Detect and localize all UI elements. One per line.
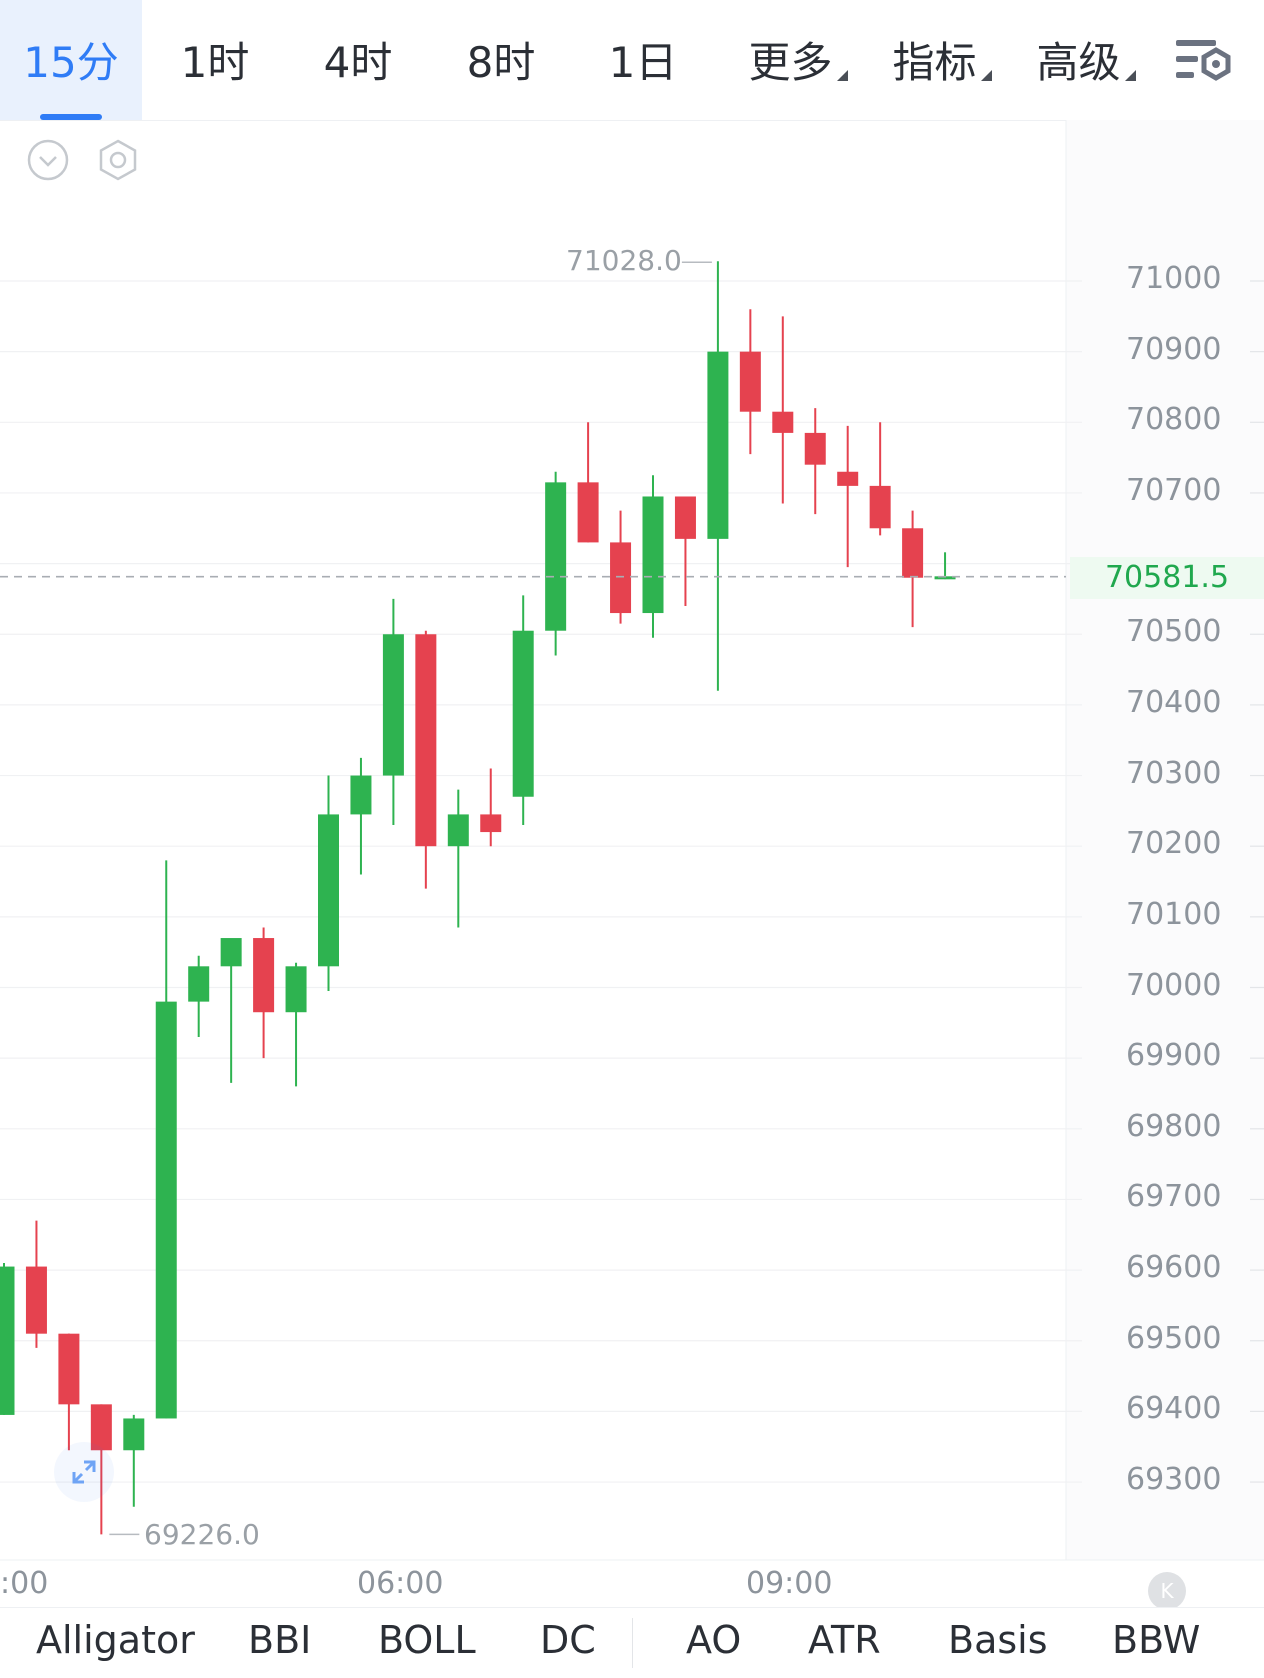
y-tick-label: 70200 (1126, 826, 1222, 862)
indicator-ao[interactable]: AO (686, 1618, 742, 1662)
dropdown-label: 指标 (892, 38, 977, 87)
candle-body (447, 814, 469, 847)
tab-label: 8时 (466, 38, 536, 87)
y-tick-label: 70900 (1126, 331, 1222, 367)
interval-toolbar: 15分 1时 4时 8时 1日 更多 指标 高级 (0, 0, 1264, 121)
tab-label: 4时 (323, 38, 393, 87)
overlay-settings-button[interactable] (96, 138, 140, 182)
high-price-label: 71028.0 (566, 244, 682, 277)
tab-label: 1时 (180, 38, 250, 87)
collapse-overlay-button[interactable] (26, 138, 70, 182)
dropdown-label: 更多 (748, 38, 833, 87)
indicator-bar: Alligator BBI BOLL DC AO ATR Basis BBW (0, 1607, 1264, 1678)
candle-body (0, 1266, 15, 1415)
y-tick-label: 70800 (1126, 402, 1222, 438)
y-tick-label: 70300 (1126, 755, 1222, 791)
y-tick-label: 69900 (1126, 1038, 1222, 1074)
y-tick-label: 70000 (1126, 967, 1222, 1003)
y-tick-label: 69500 (1126, 1320, 1222, 1356)
y-tick-label: 70100 (1126, 896, 1222, 932)
candle-body (934, 576, 956, 580)
hexagon-settings-icon (99, 139, 137, 181)
high-price-value: 71028.0 (566, 244, 682, 277)
jump-to-latest-icon: K (1160, 1579, 1174, 1603)
indicator-bbw[interactable]: BBW (1112, 1618, 1201, 1662)
y-tick-label: 69600 (1126, 1250, 1222, 1286)
candle-body (804, 432, 826, 465)
candle-body (642, 496, 664, 614)
dropdown-caret-icon (1124, 70, 1136, 81)
tab-label: 1日 (608, 38, 678, 87)
tab-4h[interactable]: 4时 (303, 0, 413, 120)
candle-body (318, 814, 339, 967)
indicator-dc[interactable]: DC (540, 1618, 596, 1662)
x-tick-label: :00 (0, 1566, 49, 1601)
candle-body (480, 814, 502, 833)
dropdown-caret-icon (836, 70, 848, 81)
indicator-divider (632, 1618, 633, 1668)
tab-15min[interactable]: 15分 (0, 0, 142, 120)
candle-body (707, 351, 729, 539)
chart-settings-button[interactable] (1172, 36, 1236, 86)
active-tab-indicator (40, 114, 102, 120)
low-price-label: 69226.0 (144, 1518, 260, 1551)
candle-body (512, 630, 534, 797)
last-price-label: 70581.5 (1070, 557, 1264, 599)
chevron-down-circle-icon (27, 139, 69, 181)
candle-body (610, 542, 632, 614)
candle-body (837, 471, 859, 486)
tab-1d[interactable]: 1日 (588, 0, 698, 120)
candle-body (382, 634, 404, 776)
candle-body (123, 1418, 145, 1451)
candle-body (188, 966, 210, 1002)
y-tick-label: 70500 (1126, 614, 1222, 650)
candle-body (869, 485, 891, 529)
indicator-atr[interactable]: ATR (808, 1618, 881, 1662)
price-axis-panel (1066, 120, 1264, 1560)
indicator-bbi[interactable]: BBI (248, 1618, 312, 1662)
x-tick-label: 06:00 (357, 1566, 444, 1601)
indicators-dropdown[interactable]: 指标 (882, 0, 1002, 120)
y-tick-label: 69800 (1126, 1108, 1222, 1144)
candle-body (90, 1404, 112, 1451)
dropdown-caret-icon (980, 70, 992, 81)
price-chart-canvas[interactable] (0, 120, 1264, 1607)
candle-body (674, 496, 696, 539)
chart-settings-icon (1176, 40, 1231, 81)
candle-body (545, 482, 567, 631)
indicator-basis[interactable]: Basis (948, 1618, 1048, 1662)
more-intervals-dropdown[interactable]: 更多 (738, 0, 858, 120)
candle-body (350, 775, 372, 815)
dropdown-label: 高级 (1036, 38, 1121, 87)
candle-body (285, 966, 307, 1013)
candle-body (155, 1001, 177, 1419)
indicator-alligator[interactable]: Alligator (36, 1618, 195, 1662)
candle-body (415, 634, 437, 847)
y-tick-label: 70700 (1126, 472, 1222, 508)
candle-body (772, 411, 794, 433)
jump-to-latest-button[interactable]: K (1148, 1572, 1186, 1610)
tab-8h[interactable]: 8时 (446, 0, 556, 120)
y-tick-label: 69700 (1126, 1179, 1222, 1215)
fullscreen-toggle-button[interactable] (54, 1442, 114, 1502)
low-price-value: 69226.0 (144, 1518, 260, 1551)
indicator-boll[interactable]: BOLL (378, 1618, 476, 1662)
tab-label: 15分 (23, 38, 119, 87)
y-tick-label: 70400 (1126, 684, 1222, 720)
collapse-arrows-icon (72, 1460, 96, 1484)
y-tick-label: 71000 (1126, 261, 1222, 296)
candle-body (220, 938, 242, 967)
y-tick-label: 69400 (1126, 1391, 1222, 1427)
tab-1h[interactable]: 1时 (160, 0, 270, 120)
candle-body (25, 1266, 47, 1334)
candlestick-chart[interactable] (0, 120, 1264, 1607)
advanced-dropdown[interactable]: 高级 (1026, 0, 1146, 120)
candle-body (253, 938, 275, 1013)
candle-body (902, 528, 924, 578)
candle-body (577, 482, 599, 543)
candle-body (58, 1333, 80, 1405)
candle-body (739, 351, 761, 412)
y-tick-label: 69300 (1126, 1462, 1222, 1498)
x-tick-label: 09:00 (746, 1566, 833, 1601)
